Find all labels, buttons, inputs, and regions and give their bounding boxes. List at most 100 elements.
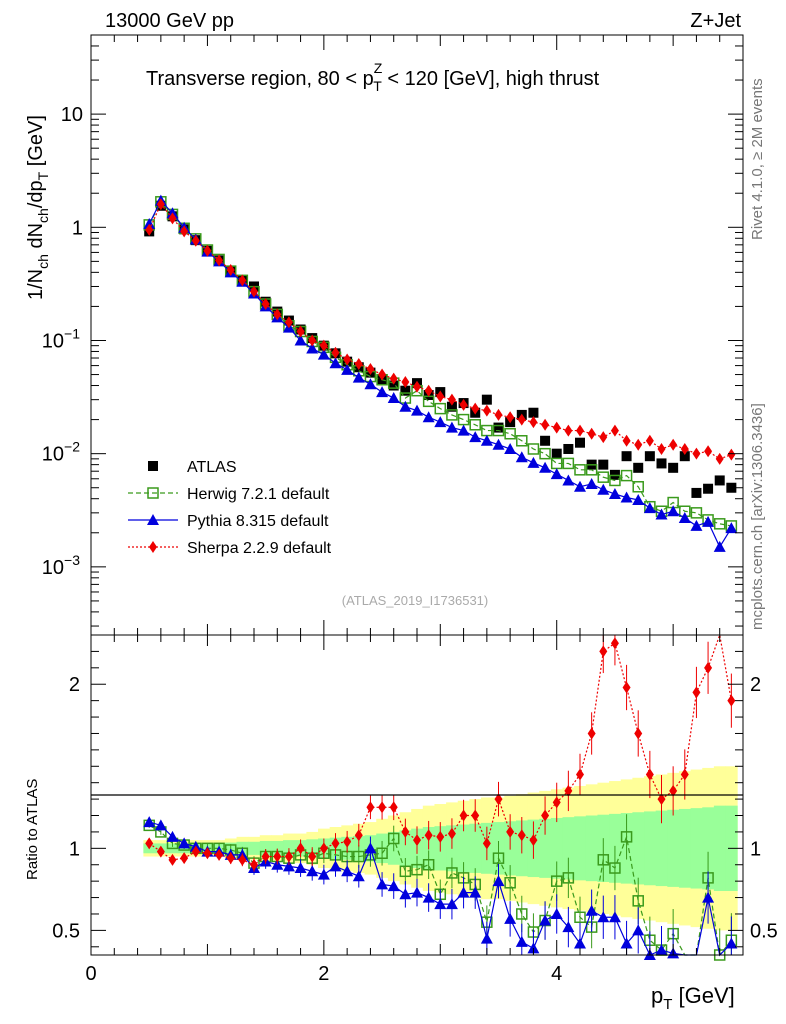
x-tick-label: 4 [551,963,562,985]
data-point [471,402,480,415]
data-point [145,223,154,236]
ratio-panel-series [143,632,738,961]
data-point [434,402,447,415]
data-point [599,431,608,444]
ratio-point [143,816,156,828]
ratio-point [620,831,633,843]
data-point [238,274,247,287]
ratio-point [492,875,505,887]
ratio-point [597,911,610,923]
data-point [703,483,714,494]
band-green-bin [469,823,482,873]
ratio-point [622,681,631,694]
ratio-point [353,850,365,863]
ratio-point [539,914,552,926]
ratio-point [308,850,317,863]
data-point [331,346,340,359]
ratio-point [296,842,305,855]
ratio-point [552,796,561,809]
ratio-point [515,935,528,947]
data-point [610,424,619,437]
data-point [527,456,540,468]
ratio-point [692,686,701,699]
band-green-bin [632,812,645,885]
data-point [203,244,212,257]
legend: ATLAS Herwig 7.2.1 default Pythia 8.315 de… [128,459,332,557]
ratio-point [273,850,282,863]
data-point [306,342,319,354]
data-point [493,422,504,433]
data-point [678,512,691,524]
data-point [597,483,610,495]
data-point [459,398,468,411]
ratio-point [655,944,668,956]
ratio-point [434,898,447,910]
data-point [226,263,235,276]
ratio-point [482,837,491,850]
ratio-point [704,661,713,674]
data-point [494,408,503,421]
band-green-bin [702,807,715,890]
ratio-point [422,891,435,903]
ratio-sherpa [145,632,736,872]
data-point [529,416,538,429]
data-point [504,427,516,440]
ratio-point [459,809,468,822]
data-point [551,448,562,459]
data-point [480,434,493,446]
data-point [180,225,189,238]
data-point [446,401,457,412]
ratio-point [180,852,189,865]
ratio-point [562,921,575,933]
band-green-bin [644,811,657,886]
data-point [609,474,621,487]
x-axis-label: pT [GeV] [651,983,735,1013]
data-point [250,285,258,298]
series-sherpa [145,198,736,465]
plot-title: Transverse region, 80 < pZ T < 120 [GeV],… [146,60,600,94]
ratio-point [494,793,503,806]
legend-marker [147,514,159,525]
data-point [540,435,551,446]
ratio-point [387,880,400,892]
data-point [387,392,400,404]
data-point [308,334,317,347]
ratio-point [562,872,575,884]
data-point [621,451,632,462]
ratio-point [215,848,224,861]
series-line [148,200,732,527]
data-point [679,451,690,462]
band-green-bin [574,816,587,881]
data-point [422,411,435,423]
ratio-point [550,907,563,919]
ratio-point [564,784,573,797]
data-point [284,316,293,329]
y-tick-label: 10−3 [42,552,80,579]
ratio-line [148,632,732,866]
ratio-point [411,863,423,876]
data-point [585,464,598,476]
data-point [667,505,680,517]
data-point [515,451,528,463]
ratio-point [376,847,388,860]
data-point [319,339,328,352]
rivet-version-label: Rivet 4.1.0, ≥ 2M events [749,78,766,240]
ratio-point [387,832,400,845]
data-point [632,481,644,493]
y-axis-label-top: 1/Nch dNch/dpT [GeV] [25,115,51,300]
legend-entry: Sherpa 2.2.9 default [128,540,332,557]
legend-marker [148,461,158,471]
ratio-point [585,904,598,916]
ratio-point [504,912,517,924]
ratio-point [284,850,293,863]
analysis-watermark: (ATLAS_2019_I1736531) [342,593,488,608]
ratio-point [680,768,689,781]
data-point [434,416,447,428]
data-point [656,458,667,469]
ratio-y-tick-label-right: 2 [750,674,761,696]
ratio-point [599,645,608,658]
ratio-point [389,801,398,814]
ratio-point [702,891,715,903]
ratio-point [541,809,550,822]
ratio-point [282,860,295,872]
